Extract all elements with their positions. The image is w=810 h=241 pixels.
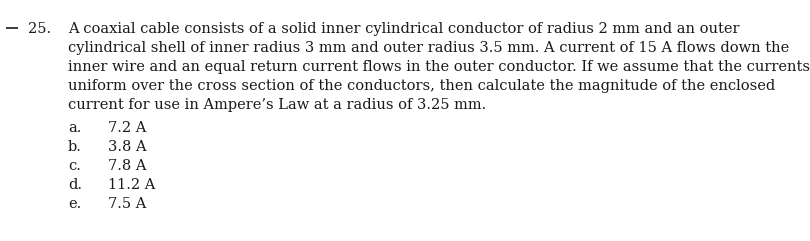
- Text: uniform over the cross section of the conductors, then calculate the magnitude o: uniform over the cross section of the co…: [68, 79, 775, 93]
- Text: 3.8 A: 3.8 A: [108, 140, 147, 154]
- Text: 7.5 A: 7.5 A: [108, 197, 147, 211]
- Text: d.: d.: [68, 178, 82, 192]
- Text: e.: e.: [68, 197, 81, 211]
- Text: a.: a.: [68, 121, 81, 135]
- Text: A coaxial cable consists of a solid inner cylindrical conductor of radius 2 mm a: A coaxial cable consists of a solid inne…: [68, 22, 740, 36]
- Text: 7.2 A: 7.2 A: [108, 121, 147, 135]
- Text: 25.: 25.: [28, 22, 51, 36]
- Text: current for use in Ampere’s Law at a radius of 3.25 mm.: current for use in Ampere’s Law at a rad…: [68, 98, 486, 112]
- Text: 11.2 A: 11.2 A: [108, 178, 156, 192]
- Text: 7.8 A: 7.8 A: [108, 159, 147, 173]
- Text: cylindrical shell of inner radius 3 mm and outer radius 3.5 mm. A current of 15 : cylindrical shell of inner radius 3 mm a…: [68, 41, 789, 55]
- Text: b.: b.: [68, 140, 82, 154]
- Text: c.: c.: [68, 159, 81, 173]
- Text: inner wire and an equal return current flows in the outer conductor. If we assum: inner wire and an equal return current f…: [68, 60, 810, 74]
